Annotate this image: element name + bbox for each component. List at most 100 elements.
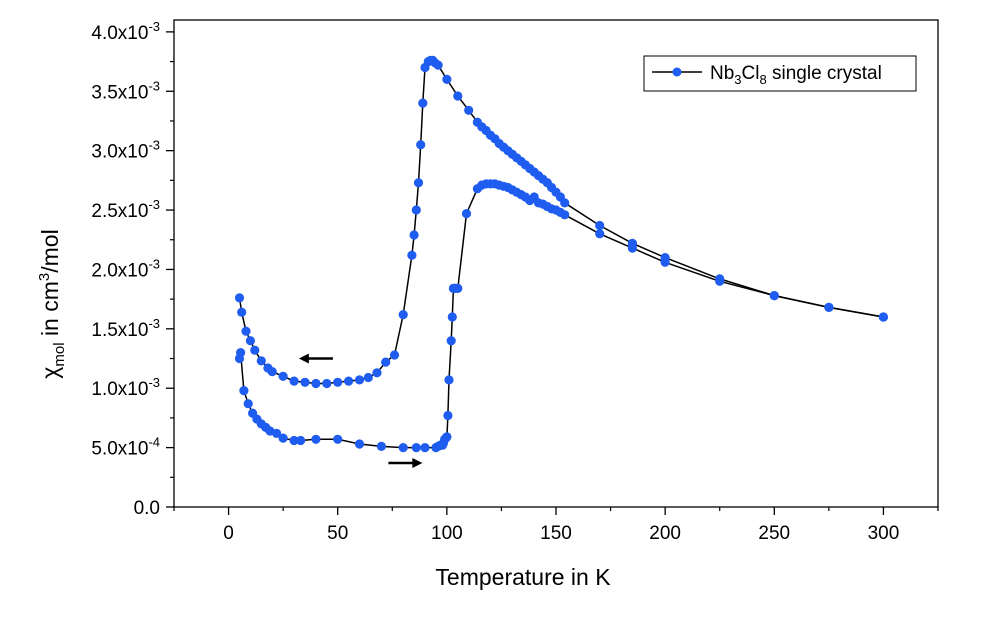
x-tick-label: 150 [540,523,572,544]
y-tick-label: 0.0 [134,498,160,519]
y-tick-label: 5.0x10-4 [91,435,160,460]
data-point-cooling [237,307,247,317]
data-point-heating [333,434,343,444]
series-line-cooling [238,59,884,385]
legend: Nb3Cl8 single crystal [643,55,917,92]
data-point-heating [236,348,246,358]
data-point-heating [595,229,605,239]
x-tick-label: 300 [868,523,900,544]
x-tick-label: 200 [649,523,681,544]
y-tick-label: 2.5x10-3 [91,197,160,222]
data-point-heating [239,386,249,396]
axes-layer: 0 50 100 150 200 250 300 0.0 5.0x10-4 1.0x10-3 1.5… [91,19,939,544]
data-point-cooling [263,363,273,373]
arrow-head-right [412,458,423,469]
data-point-cooling [344,376,354,386]
data-point-heating [411,443,421,453]
data-point-cooling [381,357,391,367]
data-point-heating [461,209,472,219]
data-point-cooling [354,375,365,385]
data-point-cooling [398,310,408,320]
series-line-heating [238,183,884,449]
arrow-head-left [298,353,309,364]
data-point-heating [453,283,463,293]
y-axis-label: χmol in cm3/mol [36,229,68,378]
data-point-heating [296,435,306,446]
y-axis-unit-post: /mol [37,229,63,272]
plot-frame [173,19,939,508]
x-axis-label: Temperature in K [435,564,611,590]
series-lines [238,59,884,449]
legend-marker [672,67,682,77]
data-point-heating [447,312,457,322]
data-point-cooling [409,230,419,240]
data-point-heating [824,302,834,312]
data-point-heating [769,291,779,301]
data-point-heating [444,375,454,385]
data-point-cooling [250,345,260,355]
data-point-cooling [300,377,310,387]
x-tick-label: 0 [223,523,234,544]
data-point-cooling [372,368,382,378]
data-point-heating [420,443,430,453]
data-point-cooling [333,377,343,387]
data-point-cooling [389,350,400,360]
x-tick-label: 100 [431,523,463,544]
data-point-cooling [245,336,255,346]
y-axis-unit-pre: in cm [37,281,63,342]
data-point-cooling [278,371,288,381]
y-tick-label: 1.0x10-3 [91,375,160,400]
data-point-cooling [420,62,430,73]
y-tick-label: 1.5x10-3 [91,316,160,341]
data-point-heating [289,435,299,446]
legend-label-nb: Nb [710,63,734,84]
y-axis-symbol: χ [37,367,63,379]
data-point-cooling [311,378,321,389]
data-point-heating [660,257,670,267]
data-point-heating [878,312,889,322]
data-point-cooling [289,376,299,386]
legend-label-sub-3: 3 [734,72,741,87]
data-point-cooling [442,74,452,84]
data-points [234,55,889,453]
data-point-heating [627,243,638,253]
data-point-heating [715,276,725,286]
data-point-cooling [453,91,463,101]
legend-label: Nb3Cl8 single crystal [710,63,882,87]
data-point-heating [398,443,408,453]
data-point-cooling [464,105,474,115]
data-point-cooling [256,356,266,366]
data-point-heating [243,399,253,409]
y-tick-label: 4.0x10-3 [91,19,160,44]
legend-box [643,55,917,92]
data-point-cooling [322,378,332,389]
data-point-cooling [411,205,421,215]
data-point-heating [272,428,282,438]
legend-label-sub-8: 8 [759,72,766,87]
data-point-cooling [418,98,428,108]
data-point-cooling [241,326,251,336]
data-point-heating [442,432,452,442]
data-point-heating [278,433,288,443]
y-tick-label: 3.0x10-3 [91,138,160,163]
data-point-heating [443,410,453,421]
y-tick-label: 3.5x10-3 [91,78,160,103]
data-point-heating [560,210,570,220]
y-tick-label: 2.0x10-3 [91,256,160,281]
data-point-cooling [363,372,373,383]
data-point-cooling [595,220,605,231]
data-point-cooling [413,178,424,188]
annotation-arrows [298,353,423,469]
x-tick-label: 250 [758,523,790,544]
data-point-cooling [416,140,426,150]
y-axis-unit-superscript: 3 [36,273,53,281]
data-point-heating [376,441,386,451]
legend-label-rest: single crystal [767,63,882,84]
data-point-heating [311,434,321,444]
data-point-cooling [407,250,417,260]
data-point-cooling [234,293,245,303]
data-point-heating [446,336,456,346]
y-axis-symbol-subscript: mol [51,342,68,366]
legend-label-cl: Cl [742,63,760,84]
